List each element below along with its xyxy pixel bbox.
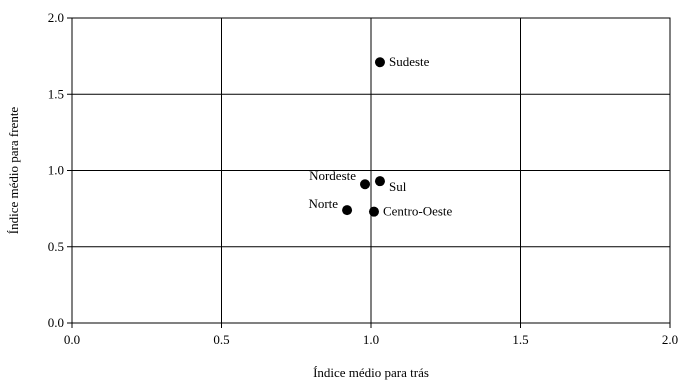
plot-frame: [71, 17, 671, 324]
data-point-centro-oeste: [368, 206, 379, 217]
x-tick-label: 0.5: [213, 332, 229, 347]
x-tick-label: 0.0: [64, 332, 80, 347]
point-label: Sul: [389, 179, 407, 194]
x-tick-label: 1.0: [363, 332, 379, 347]
data-point-sul: [374, 176, 385, 187]
point-label: Centro-Oeste: [383, 204, 453, 219]
point-label: Nordeste: [309, 168, 356, 183]
data-point-sudeste: [374, 57, 385, 68]
y-tick-label: 1.0: [48, 163, 64, 178]
point-labels: Sudeste Nordeste Sul Norte Centro-Oeste: [308, 54, 452, 218]
y-tick-label: 0.0: [48, 315, 64, 330]
y-axis-title: Índice médio para frente: [6, 107, 21, 235]
data-point-nordeste: [360, 179, 371, 190]
data-points: [342, 57, 385, 217]
x-tick-label: 2.0: [662, 332, 678, 347]
x-axis-title: Índice médio para trás: [313, 365, 429, 380]
tick-labels: 0.0 0.5 1.0 1.5 2.0 0.0 0.5 1.0 1.5 2.0: [48, 10, 678, 347]
data-point-norte: [342, 205, 353, 216]
y-tick-label: 0.5: [48, 239, 64, 254]
y-tick-label: 2.0: [48, 10, 64, 25]
point-label: Sudeste: [389, 54, 430, 69]
y-tick-label: 1.5: [48, 86, 64, 101]
point-label: Norte: [308, 196, 338, 211]
x-tick-label: 1.5: [512, 332, 528, 347]
grid-lines: [67, 17, 671, 328]
